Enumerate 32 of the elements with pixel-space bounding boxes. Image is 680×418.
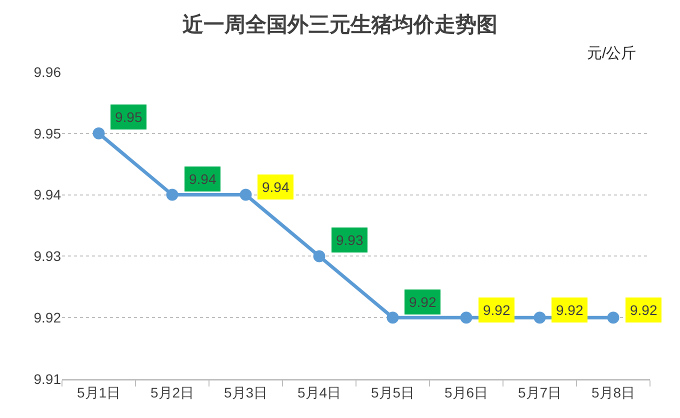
point xyxy=(460,312,472,324)
data-label: 9.92 xyxy=(483,302,510,318)
data-label: 9.92 xyxy=(630,302,658,318)
y-tick-label: 9.95 xyxy=(34,125,62,142)
data-label: 9.93 xyxy=(336,232,364,248)
y-tick-label: 9.96 xyxy=(34,64,62,80)
x-tick-label: 5月5日 xyxy=(370,384,415,400)
x-tick-label: 5月2日 xyxy=(150,384,194,400)
data-label: 9.92 xyxy=(409,294,436,310)
x-tick-label: 5月6日 xyxy=(444,384,488,400)
point xyxy=(534,312,546,324)
y-tick-label: 9.91 xyxy=(34,370,62,387)
x-tick-label: 5月3日 xyxy=(224,384,268,400)
y-tick-label: 9.92 xyxy=(34,310,62,326)
y-tick-label: 9.94 xyxy=(34,186,62,203)
point xyxy=(166,188,178,201)
x-tick-label: 5月7日 xyxy=(518,384,562,400)
y-axis-title: 元/公斤 xyxy=(587,45,636,62)
data-label: 9.94 xyxy=(262,179,290,195)
x-tick-label: 5月1日 xyxy=(76,384,121,400)
data-label: 9.94 xyxy=(189,171,216,187)
x-tick-label: 5月8日 xyxy=(591,384,636,400)
point xyxy=(313,250,326,262)
point xyxy=(386,312,399,324)
x-tick-label: 5月4日 xyxy=(297,384,342,400)
point xyxy=(92,127,105,140)
data-label: 9.95 xyxy=(115,109,142,125)
point xyxy=(607,312,620,324)
data-label: 9.92 xyxy=(556,302,584,318)
y-tick-label: 9.93 xyxy=(34,248,62,264)
chart-title: 近一周全国外三元生猪均价走势图 xyxy=(182,12,498,36)
point xyxy=(240,188,252,201)
